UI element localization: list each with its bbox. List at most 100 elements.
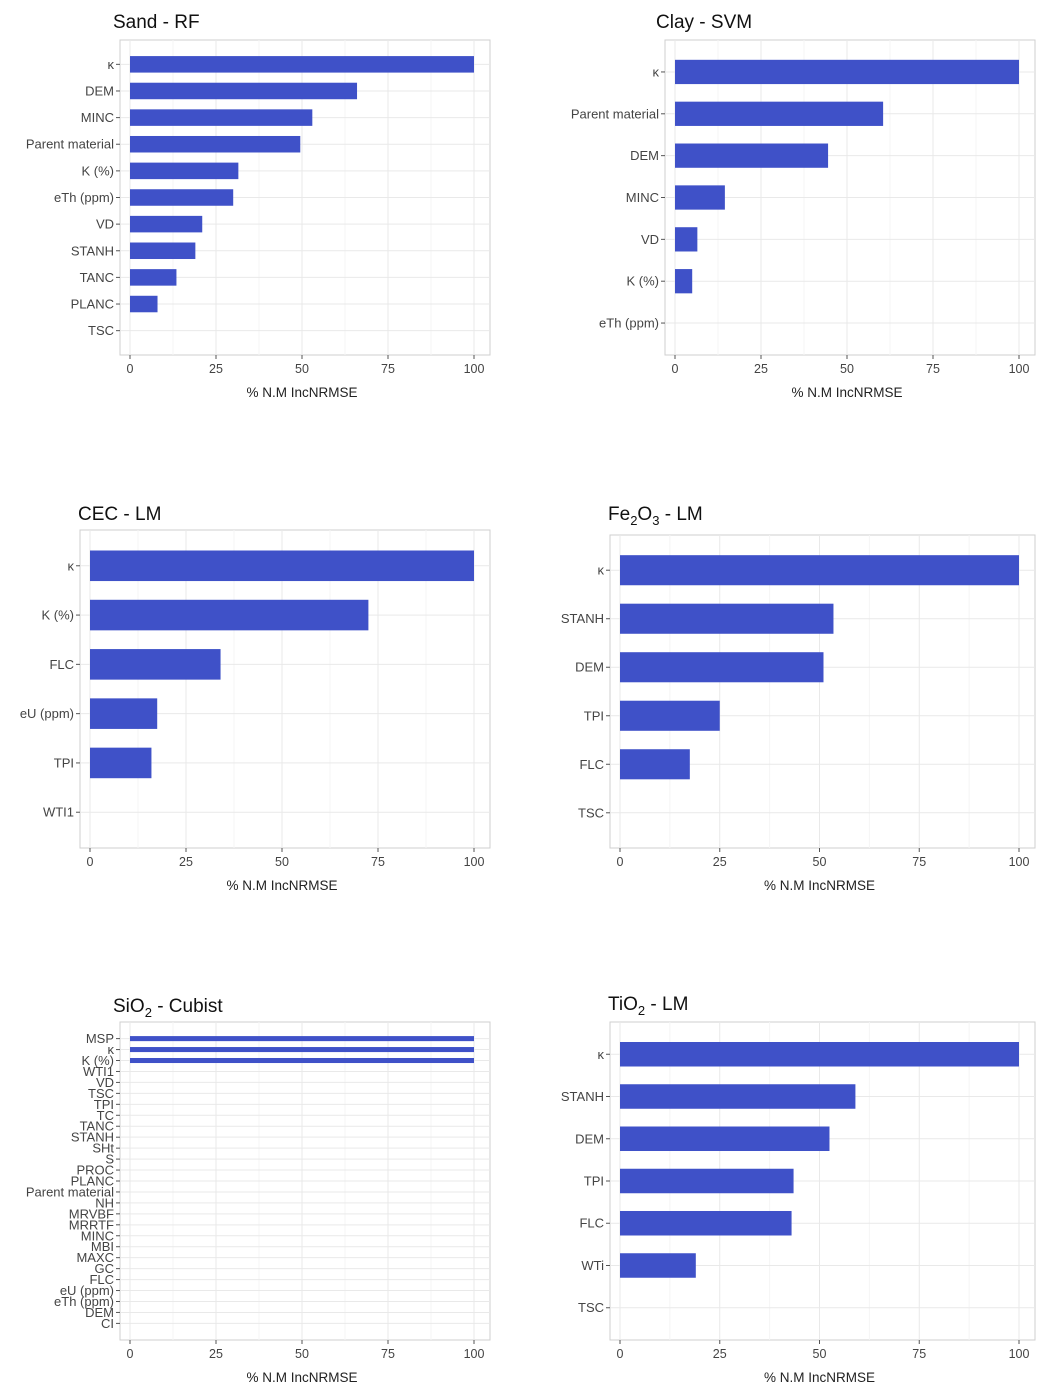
bar bbox=[620, 555, 1019, 586]
bar bbox=[130, 135, 301, 153]
bar bbox=[620, 1168, 794, 1194]
x-tick-label: 100 bbox=[1009, 1347, 1030, 1361]
panel-title: CEC - LM bbox=[78, 504, 161, 525]
panel-title: Sand - RF bbox=[113, 12, 200, 33]
category-label: PLANC bbox=[71, 1174, 114, 1189]
category-label: MAXC bbox=[76, 1250, 114, 1265]
category-label: κ bbox=[653, 64, 660, 79]
bar bbox=[130, 189, 234, 206]
x-tick-label: 0 bbox=[87, 855, 94, 869]
category-label: κ bbox=[598, 1047, 605, 1062]
bar bbox=[130, 1057, 474, 1064]
category-label: TSC bbox=[88, 323, 114, 338]
bar bbox=[90, 698, 158, 729]
x-tick-label: 25 bbox=[209, 362, 223, 376]
bar bbox=[620, 1042, 1019, 1067]
x-tick-label: 0 bbox=[127, 1347, 134, 1361]
bar bbox=[90, 599, 369, 631]
x-tick-label: 100 bbox=[464, 855, 485, 869]
category-label: TPI bbox=[584, 708, 604, 723]
x-tick-label: 100 bbox=[464, 362, 485, 376]
bar bbox=[620, 603, 834, 634]
category-label: VD bbox=[641, 232, 659, 247]
category-label: VD bbox=[96, 217, 114, 232]
category-label: eU (ppm) bbox=[60, 1283, 114, 1298]
category-label: MINC bbox=[81, 110, 114, 125]
category-label: DEM bbox=[575, 660, 604, 675]
x-tick-label: 0 bbox=[672, 362, 679, 376]
x-tick-label: 100 bbox=[1009, 855, 1030, 869]
category-label: FLC bbox=[579, 1216, 604, 1231]
bar bbox=[675, 227, 698, 252]
category-label: TPI bbox=[94, 1097, 114, 1112]
bar bbox=[130, 1036, 474, 1042]
bar bbox=[675, 185, 725, 210]
x-tick-label: 100 bbox=[464, 1347, 485, 1361]
category-label: eU (ppm) bbox=[20, 706, 74, 721]
x-tick-label: 25 bbox=[179, 855, 193, 869]
bar bbox=[620, 652, 824, 683]
x-tick-label: 25 bbox=[209, 1347, 223, 1361]
category-label: TSC bbox=[578, 805, 604, 820]
x-tick-label: 0 bbox=[617, 1347, 624, 1361]
bar bbox=[90, 649, 221, 680]
category-label: PROC bbox=[76, 1163, 114, 1178]
bar bbox=[130, 162, 239, 180]
category-label: TANC bbox=[80, 1119, 114, 1134]
x-tick-label: 0 bbox=[617, 855, 624, 869]
category-label: TPI bbox=[584, 1174, 604, 1189]
bar bbox=[130, 56, 474, 73]
category-label: GC bbox=[95, 1261, 115, 1276]
plot-frame bbox=[609, 534, 1036, 849]
category-label: TSC bbox=[88, 1086, 114, 1101]
bar bbox=[620, 1253, 696, 1278]
panel-title: Clay - SVM bbox=[656, 12, 752, 33]
x-axis-title: % N.M IncNRMSE bbox=[764, 1370, 875, 1384]
bar bbox=[675, 269, 693, 294]
category-label: CI bbox=[101, 1316, 114, 1331]
bar bbox=[130, 269, 177, 286]
category-label: eTh (ppm) bbox=[54, 1294, 114, 1309]
x-tick-label: 25 bbox=[713, 1347, 727, 1361]
chart-panel: κ DEM MINC Parent material K (%) eTh (ppm) VD S… bbox=[26, 12, 491, 400]
category-label: DEM bbox=[85, 1305, 114, 1320]
category-label: DEM bbox=[575, 1131, 604, 1146]
x-tick-label: 50 bbox=[295, 1347, 309, 1361]
x-tick-label: 50 bbox=[840, 362, 854, 376]
bar bbox=[620, 1084, 856, 1109]
x-tick-label: 50 bbox=[813, 855, 827, 869]
bar bbox=[130, 295, 158, 313]
bar bbox=[130, 1047, 474, 1053]
category-label: S bbox=[105, 1152, 114, 1167]
x-axis-title: % N.M IncNRMSE bbox=[791, 385, 902, 400]
category-label: MINC bbox=[626, 190, 659, 205]
x-tick-label: 75 bbox=[912, 1347, 926, 1361]
panel-title: Fe2O3 - LM bbox=[608, 504, 703, 528]
category-label: κ bbox=[68, 558, 75, 573]
category-label: MRVBF bbox=[69, 1206, 114, 1221]
x-tick-label: 50 bbox=[275, 855, 289, 869]
category-label: Parent material bbox=[571, 106, 659, 121]
bar bbox=[620, 700, 720, 731]
category-label: STANH bbox=[71, 243, 114, 258]
bar bbox=[130, 242, 196, 260]
x-tick-label: 75 bbox=[381, 1347, 395, 1361]
category-label: WTI1 bbox=[83, 1064, 114, 1079]
category-label: PLANC bbox=[71, 297, 114, 312]
bar bbox=[675, 59, 1019, 85]
bar bbox=[90, 550, 474, 582]
category-label: VD bbox=[96, 1075, 114, 1090]
category-label: STANH bbox=[561, 1089, 604, 1104]
category-label: TC bbox=[97, 1108, 114, 1123]
x-tick-label: 75 bbox=[912, 855, 926, 869]
category-label: DEM bbox=[630, 148, 659, 163]
category-label: SHt bbox=[92, 1141, 114, 1156]
category-label: MBI bbox=[91, 1239, 114, 1254]
category-label: MSP bbox=[86, 1031, 114, 1046]
bar bbox=[620, 1210, 792, 1236]
category-label: FLC bbox=[579, 757, 604, 772]
chart-panel: κ K (%) FLC eU (ppm) TPI WTI1 0 25 50 75 100 % N.M … bbox=[20, 504, 491, 893]
x-tick-label: 100 bbox=[1009, 362, 1030, 376]
x-axis-title: % N.M IncNRMSE bbox=[246, 385, 357, 400]
panel-title: SiO2 - Cubist bbox=[113, 996, 223, 1020]
